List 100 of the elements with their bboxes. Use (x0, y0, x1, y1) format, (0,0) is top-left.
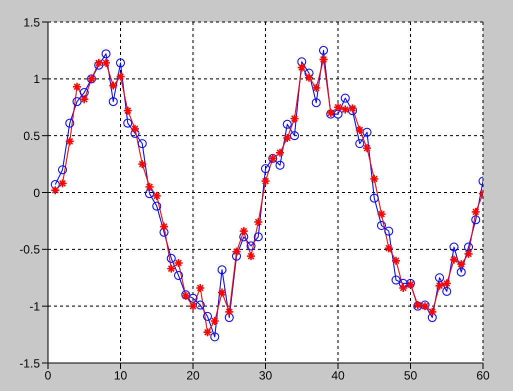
point (152, 191, 162, 201)
point (384, 226, 394, 236)
y-tick-label: -1.5 (19, 356, 40, 370)
x-tick-label: 10 (114, 368, 128, 383)
point (370, 194, 379, 203)
point (312, 83, 321, 93)
y-tick-label: 1.5 (23, 15, 40, 30)
point (123, 118, 132, 128)
point (116, 58, 125, 68)
y-tick-label: -1 (29, 299, 40, 314)
point (188, 301, 198, 311)
point (450, 242, 458, 252)
point (464, 249, 474, 259)
point (318, 54, 328, 64)
point (144, 182, 154, 192)
point (304, 72, 314, 82)
point (370, 174, 379, 184)
point (210, 316, 220, 326)
point (108, 80, 118, 90)
point (471, 215, 480, 224)
point (456, 259, 466, 269)
point (80, 88, 89, 97)
point (239, 226, 248, 236)
y-tick-label: 0.5 (23, 128, 40, 143)
point (312, 98, 321, 108)
point (196, 300, 205, 310)
point (196, 283, 205, 293)
point (166, 254, 176, 263)
point (428, 307, 437, 317)
point (428, 313, 437, 322)
point (392, 276, 400, 285)
point (65, 136, 74, 146)
point (449, 254, 459, 264)
x-tick-label: 50 (404, 368, 418, 383)
point (348, 106, 357, 116)
point (355, 139, 364, 148)
point (254, 232, 263, 242)
point (159, 222, 169, 232)
point (290, 114, 300, 124)
point (224, 307, 234, 317)
point (261, 164, 270, 174)
x-tick-label: 40 (331, 368, 345, 383)
point (50, 185, 60, 195)
point (334, 110, 342, 119)
point (239, 232, 248, 242)
point (456, 268, 466, 277)
point (282, 120, 292, 129)
point (218, 265, 226, 274)
point (319, 46, 328, 55)
point (130, 124, 140, 134)
x-tick-label: 30 (258, 368, 272, 383)
point (464, 242, 473, 252)
point (290, 131, 299, 140)
point (152, 202, 162, 211)
point (232, 246, 242, 256)
point (391, 256, 401, 266)
point (58, 178, 68, 188)
x-tick-label: 0 (44, 368, 52, 383)
point (138, 139, 147, 148)
point (210, 332, 220, 342)
point (362, 128, 372, 137)
point (398, 278, 408, 288)
y-tick-label: 0 (33, 186, 40, 200)
point (340, 94, 350, 103)
point (80, 94, 89, 104)
point (108, 97, 118, 106)
point (138, 159, 147, 169)
y-tick-label: 1 (33, 72, 40, 86)
point (376, 209, 386, 219)
point (224, 313, 234, 322)
point (145, 189, 154, 198)
point (102, 49, 110, 58)
point (202, 328, 212, 338)
point (130, 128, 140, 138)
point (246, 251, 256, 261)
x-tick-label: 60 (476, 368, 490, 383)
point (116, 72, 126, 82)
point (377, 220, 386, 230)
point (304, 68, 314, 78)
point (246, 241, 256, 250)
point (297, 57, 306, 66)
x-tick-label: 20 (186, 368, 200, 383)
point (203, 312, 212, 321)
point (188, 294, 198, 303)
point (276, 160, 284, 170)
point (123, 106, 132, 116)
point (362, 143, 372, 153)
point (174, 270, 183, 280)
point (355, 125, 364, 135)
point (282, 133, 292, 143)
point (58, 165, 67, 174)
point (94, 60, 104, 70)
point (435, 273, 444, 282)
point (232, 252, 241, 261)
point (217, 288, 227, 298)
point (260, 176, 270, 186)
point (65, 118, 74, 128)
point (471, 207, 480, 217)
point (72, 97, 82, 106)
point (72, 82, 82, 92)
